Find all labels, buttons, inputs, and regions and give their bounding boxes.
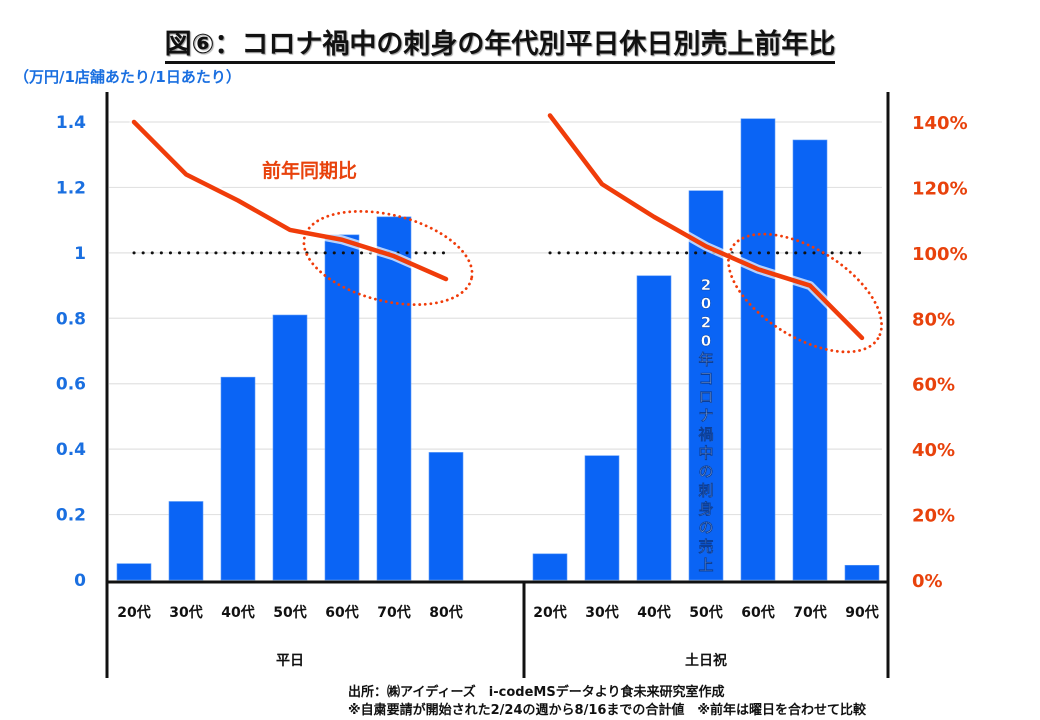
vertical-char: 上 — [698, 556, 713, 574]
vertical-char: の — [698, 519, 713, 537]
vertical-char: 年 — [698, 351, 713, 369]
y2-tick-label: 100% — [912, 244, 968, 265]
y2-tick-label: 0% — [912, 571, 943, 592]
y-tick-label: 0.6 — [56, 375, 86, 395]
y2-tick-label: 20% — [912, 506, 955, 527]
x-tick-label: 30代 — [585, 604, 618, 621]
y-tick-label: 0.4 — [56, 440, 86, 460]
bar-60代 — [740, 118, 776, 581]
y2-axis-ticks: 0% 20% 40% 60% 80% 100% 120% 140% — [912, 113, 968, 592]
x-tick-label: 70代 — [793, 604, 826, 621]
bar-80代 — [428, 452, 464, 581]
axes — [105, 92, 890, 678]
vertical-char: 0 — [701, 295, 711, 313]
x-tick-label: 20代 — [117, 604, 150, 621]
bar-40代 — [636, 275, 672, 581]
vertical-char: 身 — [698, 500, 713, 518]
bar-50代 — [272, 314, 308, 581]
x-tick-label: 50代 — [273, 604, 306, 621]
vertical-char: ナ — [698, 407, 713, 425]
bar-40代 — [220, 376, 256, 581]
y-tick-label: 0.8 — [56, 309, 86, 329]
vertical-char: 2 — [701, 276, 711, 294]
x-tick-label: 20代 — [533, 604, 566, 621]
x-axis-ticks: 20代 30代 40代 50代 60代 70代 80代 20代 30代 40代 50代 60代 70代 9… — [117, 604, 878, 621]
bar-70代 — [792, 139, 828, 581]
group-label-土日祝: 土日祝 — [685, 652, 727, 669]
vertical-char: 0 — [701, 332, 711, 350]
y-tick-label: 0.2 — [56, 506, 86, 526]
y2-tick-label: 80% — [912, 309, 955, 330]
vertical-char: コ — [698, 369, 713, 387]
x-tick-label: 30代 — [169, 604, 202, 621]
x-tick-label: 90代 — [845, 604, 878, 621]
y2-tick-label: 140% — [912, 113, 968, 134]
x-tick-label: 50代 — [689, 604, 722, 621]
vertical-char: ロ — [698, 388, 713, 406]
group-label-平日: 平日 — [276, 653, 304, 669]
x-tick-label: 40代 — [637, 604, 670, 621]
y-tick-label: 0 — [74, 571, 86, 591]
x-tick-label: 80代 — [429, 604, 462, 621]
x-tick-label: 70代 — [377, 604, 410, 621]
line-annotation: 前年同期比 — [262, 159, 357, 182]
x-tick-label: 60代 — [741, 604, 774, 621]
y2-tick-label: 60% — [912, 375, 955, 396]
bar-20代 — [532, 553, 568, 581]
chart-title: 図⑥：コロナ禍中の刺身の年代別平日休日別売上前年比 — [0, 22, 1000, 64]
highlight-ellipses — [302, 209, 883, 354]
footnote: ※自粛要請が開始された2/24の週から8/16までの合計値 ※前年は曜日を合わせ… — [348, 703, 867, 718]
vertical-char: 刺 — [698, 481, 713, 499]
bar-60代 — [324, 234, 360, 581]
vertical-char: 売 — [698, 537, 713, 555]
highlight-ellipse-weekend — [727, 232, 883, 354]
group-labels: 平日 土日祝 — [276, 652, 727, 669]
vertical-char: 禍 — [697, 425, 713, 443]
chart-title-text: 図⑥：コロナ禍中の刺身の年代別平日休日別売上前年比 — [164, 29, 836, 64]
vertical-char: 2 — [701, 313, 711, 331]
y-tick-label: 1.4 — [56, 113, 86, 133]
vertical-char: 中 — [698, 444, 713, 462]
bar-30代 — [584, 455, 620, 581]
highlight-ellipse-weekday — [302, 209, 474, 307]
vertical-char: の — [698, 463, 713, 481]
y-tick-label: 1 — [74, 244, 86, 264]
y2-tick-label: 120% — [912, 178, 968, 199]
x-tick-label: 40代 — [221, 604, 254, 621]
bar-20代 — [116, 563, 152, 581]
yoy-line-halo — [129, 117, 451, 284]
bar-70代 — [376, 216, 412, 581]
y-tick-label: 1.2 — [56, 178, 86, 198]
bar-90代 — [844, 564, 880, 581]
y-axis-ticks: 0 0.2 0.4 0.6 0.8 1 1.2 1.4 — [56, 113, 86, 591]
bar-30代 — [168, 501, 204, 581]
y-axis-unit-label: （万円/1店舗あたり/1日あたり） — [14, 68, 241, 86]
y2-tick-label: 40% — [912, 440, 955, 461]
yoy-lines — [129, 110, 867, 343]
bars — [116, 118, 880, 581]
bar-annotation-vertical: 2 0 2 0 年コロナ禍中の刺身の売上 — [697, 276, 713, 574]
x-tick-label: 60代 — [325, 604, 358, 621]
source-note: 出所：㈱アイディーズ i-codeMSデータより食未来研究室作成 — [348, 685, 725, 700]
